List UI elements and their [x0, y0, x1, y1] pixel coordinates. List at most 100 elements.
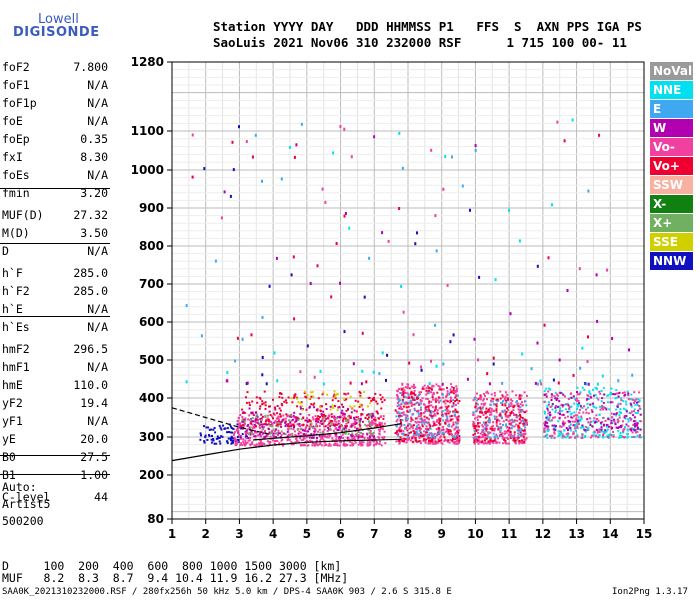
echo-dot — [229, 425, 232, 428]
echo-dot — [431, 438, 434, 441]
echo-dot — [376, 402, 379, 405]
echo-dot — [374, 416, 377, 419]
echo-dot — [411, 403, 414, 406]
echo-dot — [543, 390, 546, 393]
echo-dot — [245, 401, 248, 404]
echo-dot — [218, 436, 221, 439]
echo-dot — [536, 341, 539, 345]
echo-dot — [502, 424, 504, 426]
echo-dot — [489, 403, 492, 406]
echo-dot — [295, 437, 298, 440]
echo-dot — [260, 413, 263, 416]
echo-dot — [477, 398, 480, 401]
echo-dot — [578, 267, 581, 271]
echo-dot — [511, 424, 514, 427]
echo-dot — [472, 413, 475, 416]
echo-dot — [358, 421, 361, 424]
echo-dot — [548, 417, 551, 419]
echo-dot — [298, 424, 300, 427]
echo-dot — [604, 429, 607, 432]
echo-dot — [548, 403, 550, 406]
profile-trace — [171, 438, 402, 462]
echo-dot — [315, 418, 317, 420]
echo-dot — [523, 391, 526, 394]
echo-dot — [402, 430, 405, 433]
echo-dot — [439, 388, 442, 391]
echo-dot — [495, 420, 498, 423]
echo-dot — [237, 441, 240, 444]
echo-dot — [508, 404, 511, 407]
echo-dot — [405, 438, 408, 441]
echo-dot — [602, 401, 605, 404]
echo-dot — [323, 425, 325, 428]
echo-dot — [343, 392, 346, 395]
echo-dot — [593, 430, 596, 433]
echo-dot — [416, 428, 419, 431]
echo-dot — [250, 431, 253, 434]
echo-dot — [287, 423, 290, 426]
echo-dot — [501, 401, 504, 404]
file-info: SAA0K_2021310232000.RSF / 280fx256h 50 k… — [2, 587, 452, 597]
echo-dot — [503, 398, 506, 401]
echo-dot — [334, 397, 337, 400]
echo-dot — [557, 420, 560, 423]
echo-dot — [476, 419, 479, 421]
echo-dot — [402, 390, 405, 393]
echo-dot — [564, 395, 566, 398]
echo-dot — [486, 415, 489, 418]
echo-dot — [412, 434, 415, 437]
echo-dot — [558, 432, 561, 435]
param-row: hmE 110.0 — [2, 378, 108, 396]
echo-dot — [311, 442, 314, 445]
echo-dot — [368, 397, 371, 399]
echo-dot — [254, 435, 257, 438]
echo-dot — [554, 406, 557, 409]
param-row: h`E N/A — [2, 302, 108, 320]
echo-dot — [239, 414, 242, 416]
echo-dot — [404, 427, 407, 430]
echo-dot — [601, 374, 604, 378]
echo-dot — [322, 410, 325, 413]
echo-dot — [374, 425, 377, 427]
echo-dot — [572, 395, 575, 398]
echo-dot — [505, 423, 508, 426]
echo-dot — [419, 442, 422, 445]
echo-dot — [350, 441, 353, 444]
param-row: foEs N/A — [2, 168, 108, 186]
echo-dot — [615, 412, 618, 415]
echo-dot — [401, 400, 404, 403]
echo-dot — [413, 385, 416, 388]
echo-dot — [319, 439, 322, 442]
param-name: M(D) — [2, 226, 30, 240]
echo-dot — [324, 425, 327, 428]
echo-dot — [579, 366, 582, 370]
echo-dot — [328, 442, 331, 445]
echo-dot — [638, 400, 641, 403]
echo-dot — [441, 442, 444, 445]
echo-dot — [480, 410, 483, 413]
echo-dot — [451, 438, 454, 440]
echo-dot — [625, 403, 628, 406]
echo-dot — [481, 440, 484, 443]
echo-dot — [254, 419, 257, 422]
echo-dot — [355, 427, 358, 430]
echo-dot — [235, 439, 238, 442]
echo-dot — [406, 386, 409, 389]
echo-dot — [249, 433, 252, 436]
echo-dot — [486, 410, 489, 413]
echo-dot — [551, 403, 554, 405]
echo-dot — [442, 362, 445, 366]
echo-dot — [295, 434, 298, 437]
echo-dot — [380, 422, 383, 425]
echo-dot — [504, 391, 507, 394]
echo-dot — [553, 424, 556, 427]
echo-dot — [399, 420, 402, 422]
echo-dot — [232, 427, 235, 430]
echo-dot — [433, 437, 436, 439]
echo-dot — [340, 411, 343, 414]
echo-dot — [275, 432, 278, 435]
echo-dot — [476, 399, 479, 402]
echo-dot — [369, 426, 372, 429]
echo-dot — [596, 421, 598, 424]
echo-dot — [568, 436, 571, 439]
